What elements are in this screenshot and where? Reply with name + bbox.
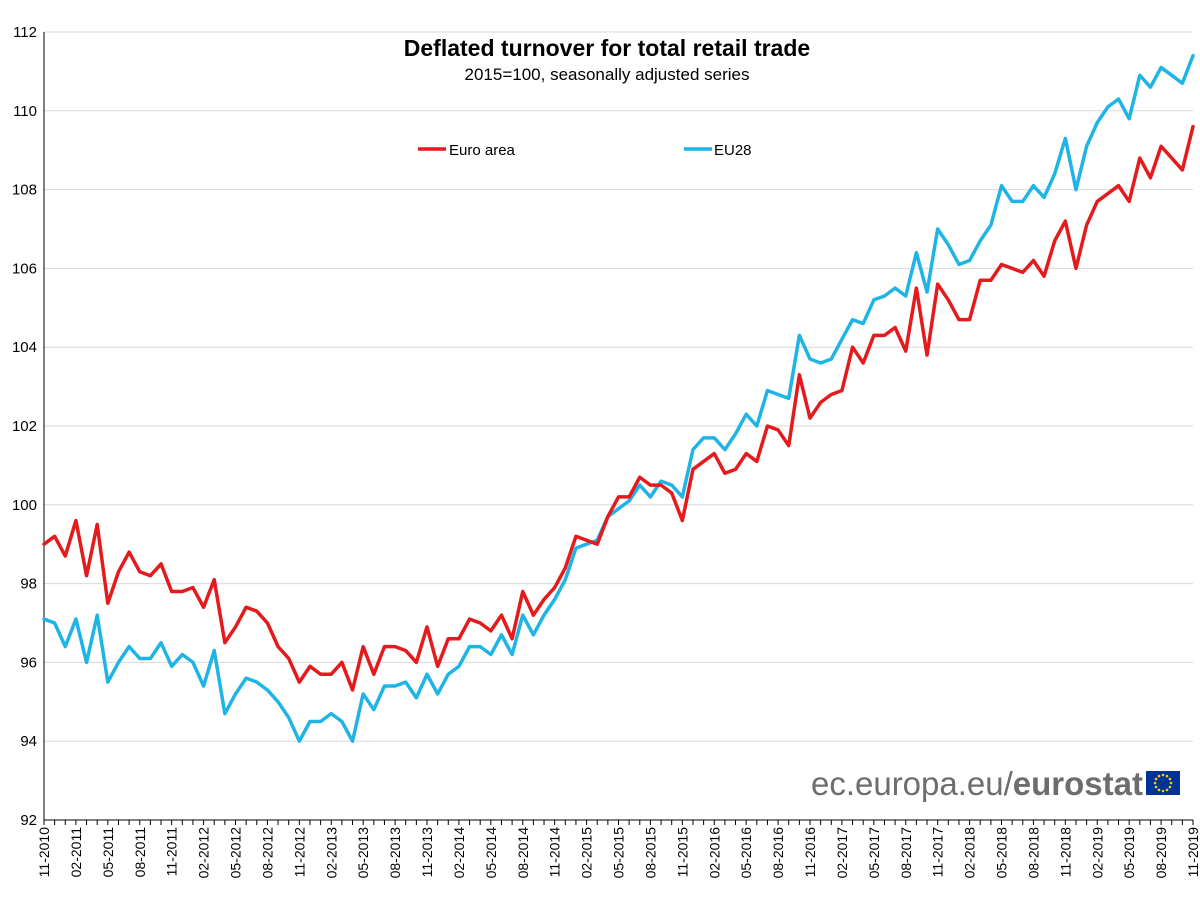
grid-lines	[44, 31, 1193, 742]
x-tick-label: 05-2012	[228, 827, 244, 879]
x-tick-label: 08-2018	[1025, 827, 1041, 879]
x-tick-label: 11-2010	[36, 827, 52, 878]
legend-item-euro-area: Euro area	[418, 142, 516, 159]
x-tick-label: 05-2014	[483, 827, 499, 879]
legend: Euro area EU28	[418, 142, 752, 159]
eu-flag-icon	[1146, 771, 1180, 795]
y-tick-label: 112	[13, 24, 37, 41]
y-tick-label: 102	[12, 418, 37, 435]
eurostat-logo-text: ec.europa.eu/eurostat	[811, 765, 1143, 802]
series-line-euro-area	[42, 124, 1195, 692]
x-tick-label: 02-2011	[68, 827, 84, 878]
x-tick-label: 11-2016	[802, 827, 818, 878]
legend-item-eu28: EU28	[684, 142, 752, 159]
x-tick-label: 11-2018	[1057, 827, 1073, 878]
series-lines	[42, 53, 1195, 743]
x-tick-label: 08-2012	[259, 827, 275, 879]
x-tick-label: 02-2017	[834, 827, 850, 879]
y-tick-label: 108	[12, 182, 37, 199]
chart-subtitle: 2015=100, seasonally adjusted series	[465, 65, 750, 84]
x-tick-label: 02-2018	[962, 827, 978, 879]
x-axis: 11-2010 02-2011 05-2011 08-2011 11-2011 02-20…	[36, 819, 1200, 879]
x-tick-label: 08-2016	[770, 827, 786, 879]
x-tick-label: 08-2019	[1153, 827, 1169, 879]
chart-title: Deflated turnover for total retail trade	[404, 35, 810, 61]
x-tick-label: 11-2015	[674, 827, 690, 878]
y-axis: 92 94 96 98 100 102 104 106 108 110 112	[12, 24, 45, 829]
x-tick-label: 08-2015	[642, 827, 658, 879]
y-tick-label: 106	[12, 260, 37, 277]
y-tick-label: 96	[20, 654, 37, 671]
legend-label-euro-area: Euro area	[449, 142, 516, 159]
x-tick-label: 05-2013	[355, 827, 371, 879]
x-tick-label: 02-2012	[196, 827, 212, 879]
x-tick-label: 11-2011	[164, 827, 180, 877]
x-tick-label: 11-2012	[291, 827, 307, 878]
legend-label-eu28: EU28	[714, 142, 752, 159]
x-tick-label: 05-2017	[866, 827, 882, 879]
x-tick-label: 02-2013	[323, 827, 339, 879]
x-tick-label: 11-2013	[419, 827, 435, 878]
x-tick-label: 11-2014	[547, 827, 563, 878]
series-line-eu28	[42, 53, 1195, 743]
x-tick-label: 02-2015	[579, 827, 595, 879]
y-tick-label: 92	[20, 812, 37, 829]
x-tick-label: 11-2017	[930, 827, 946, 878]
x-tick-label: 08-2014	[515, 827, 531, 879]
x-tick-label: 02-2014	[451, 827, 467, 879]
x-tick-label: 05-2016	[738, 827, 754, 879]
eurostat-branding: ec.europa.eu/eurostat	[811, 765, 1180, 802]
brand-domain: ec.europa.eu/	[811, 765, 1014, 802]
y-tick-label: 100	[12, 497, 37, 514]
y-tick-label: 104	[12, 339, 37, 356]
y-tick-label: 98	[20, 576, 37, 593]
x-tick-label: 02-2016	[706, 827, 722, 879]
x-tick-label: 02-2019	[1089, 827, 1105, 879]
x-tick-label: 11-2019	[1185, 827, 1200, 878]
x-tick-label: 08-2017	[898, 827, 914, 879]
y-tick-label: 110	[13, 103, 37, 120]
x-tick-label: 08-2013	[387, 827, 403, 879]
y-tick-label: 94	[20, 733, 37, 750]
x-tick-label: 05-2018	[994, 827, 1010, 879]
x-tick-label: 05-2011	[100, 827, 116, 878]
x-tick-label: 05-2019	[1121, 827, 1137, 879]
brand-name: eurostat	[1013, 765, 1143, 802]
x-tick-label: 05-2015	[611, 827, 627, 879]
x-tick-label: 08-2011	[132, 827, 148, 878]
